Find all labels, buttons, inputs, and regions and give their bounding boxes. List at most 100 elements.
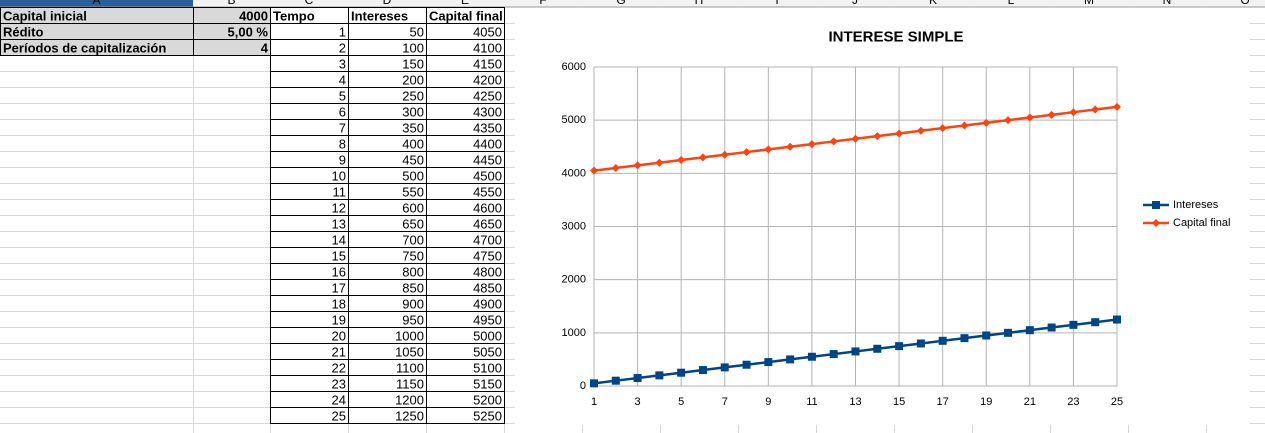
data-point [786, 142, 795, 151]
x-tick-label: 13 [849, 396, 861, 408]
table-cell: 400 [402, 137, 424, 152]
x-tick-label: 17 [937, 396, 949, 408]
legend-label: Capital final [1173, 217, 1230, 229]
data-point [960, 121, 969, 130]
data-point [873, 344, 882, 353]
y-tick-label: 6000 [562, 61, 586, 73]
column-header: D [383, 0, 392, 7]
cell [270, 39, 349, 56]
table-cell: 4 [339, 73, 346, 88]
data-point [764, 145, 773, 154]
table-cell: 25 [332, 409, 346, 424]
x-tick-label: 9 [765, 396, 771, 408]
data-point [895, 342, 904, 351]
table-cell: 4400 [473, 137, 502, 152]
y-tick-label: 0 [580, 380, 586, 392]
param-value: 4 [261, 41, 269, 56]
column-header: H [695, 0, 704, 7]
table-cell: 4700 [473, 233, 502, 248]
column-header: M [1084, 0, 1094, 7]
param-label: Capital inicial [3, 9, 87, 24]
chart-background [515, 8, 1250, 425]
table-cell: 17 [332, 281, 346, 296]
table-cell: 850 [402, 281, 424, 296]
table-cell: 18 [332, 297, 346, 312]
y-tick-label: 4000 [562, 167, 586, 179]
cell [270, 23, 349, 40]
table-cell: 3 [339, 57, 346, 72]
data-point [982, 331, 991, 340]
y-tick-label: 2000 [562, 274, 586, 286]
cell [270, 87, 349, 104]
x-tick-label: 15 [893, 396, 905, 408]
table-cell: 900 [402, 297, 424, 312]
column-header: C [305, 0, 314, 7]
table-cell: 250 [402, 89, 424, 104]
cell [193, 39, 271, 56]
table-cell: 4150 [473, 57, 502, 72]
column-header-bar [0, 0, 1265, 7]
table-cell: 4450 [473, 153, 502, 168]
cell [270, 119, 349, 136]
table-cell: 4950 [473, 313, 502, 328]
x-tick-label: 23 [1067, 396, 1079, 408]
table-cell: 600 [402, 201, 424, 216]
cell [270, 55, 349, 72]
data-point [611, 376, 620, 385]
data-point [916, 126, 925, 135]
data-point [1004, 116, 1013, 125]
data-point [1113, 315, 1121, 324]
cell [270, 135, 349, 152]
table-cell: 50 [410, 25, 424, 40]
table-cell: 500 [402, 169, 424, 184]
table-cell: 9 [339, 153, 346, 168]
table-cell: 14 [332, 233, 346, 248]
table-cell: 150 [402, 57, 424, 72]
data-point [720, 363, 729, 372]
data-point [938, 124, 947, 133]
table-cell: 550 [402, 185, 424, 200]
table-cell: 4050 [473, 25, 502, 40]
legend-marker [1152, 219, 1160, 227]
column-header: F [539, 0, 546, 7]
table-cell: 1 [339, 25, 346, 40]
data-point [807, 140, 816, 149]
data-point [851, 134, 860, 143]
column-header: E [461, 0, 469, 7]
data-point [1025, 113, 1034, 122]
data-point [829, 350, 838, 359]
table-cell: 4800 [473, 265, 502, 280]
x-tick-label: 21 [1024, 396, 1036, 408]
data-point [1113, 102, 1121, 111]
data-point [742, 360, 751, 369]
table-cell: 12 [332, 201, 346, 216]
data-point [720, 150, 729, 159]
table-cell: 200 [402, 73, 424, 88]
data-point [938, 336, 947, 345]
plot-border [593, 66, 1118, 387]
table-cell: 4100 [473, 41, 502, 56]
table-cell: 100 [402, 41, 424, 56]
data-point [1091, 318, 1100, 327]
table-cell: 1050 [395, 345, 424, 360]
data-point [982, 118, 991, 127]
data-point [764, 358, 773, 367]
table-cell: 7 [339, 121, 346, 136]
column-header: A [92, 0, 100, 7]
data-point [698, 366, 707, 375]
data-point [1069, 108, 1078, 117]
column-header: K [929, 0, 937, 7]
data-point [698, 153, 707, 162]
y-tick-label: 5000 [562, 114, 586, 126]
table-cell: 4200 [473, 73, 502, 88]
table-cell: 24 [332, 393, 346, 408]
data-point [677, 368, 686, 377]
table-cell: 2 [339, 41, 346, 56]
data-point [807, 352, 816, 361]
selected-column-header [0, 0, 193, 7]
column-header: G [616, 0, 625, 7]
chart: INTERESE SIMPLE 0 1000 2000 3000 4000 5000 6000… [515, 8, 1250, 425]
data-point [916, 339, 925, 348]
